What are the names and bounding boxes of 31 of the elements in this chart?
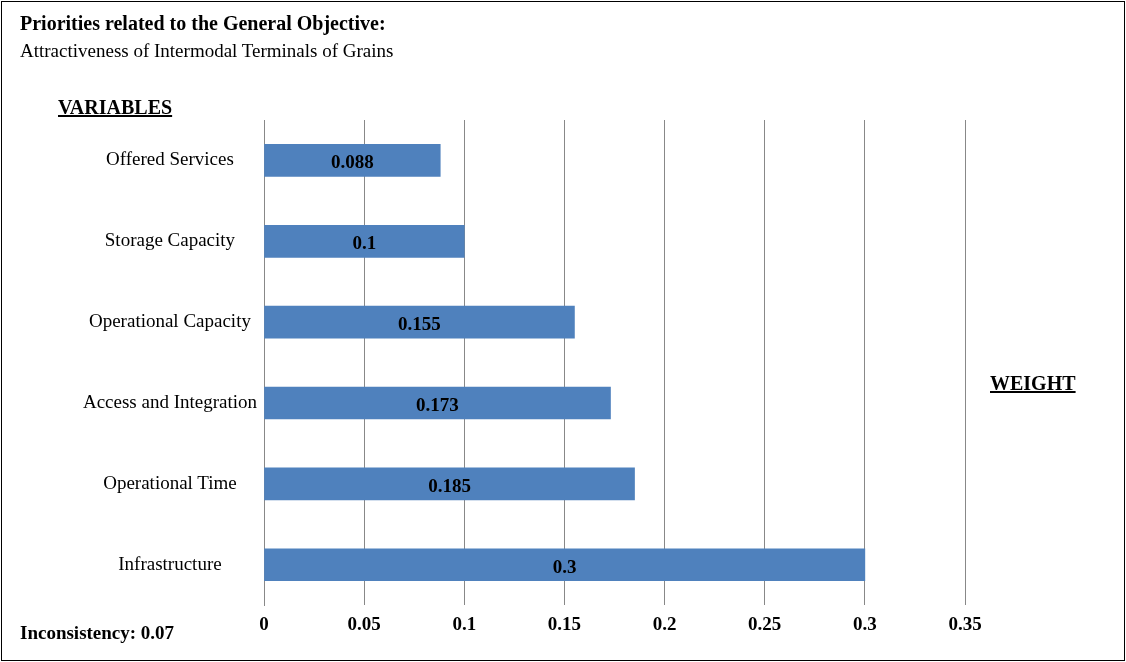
data-label: 0.3 — [552, 555, 577, 577]
data-label: 0.1 — [352, 232, 377, 254]
x-tick-label: 0.25 — [748, 612, 782, 634]
data-label: 0.155 — [398, 313, 441, 335]
y-tick-label: Operational Capacity — [88, 310, 252, 332]
bar — [264, 144, 441, 177]
data-label: 0.185 — [428, 474, 471, 496]
x-tick-label: 0.35 — [948, 612, 982, 634]
y-tick-label: Offered Services — [106, 148, 234, 170]
y-tick-label: Access and Integration — [82, 391, 258, 413]
bar — [264, 548, 866, 582]
bar — [264, 305, 575, 339]
text: Inconsistency: 0.07 — [20, 622, 175, 644]
data-label: 0.088 — [331, 151, 374, 173]
bar — [264, 467, 635, 501]
x-tick-label: 0.2 — [652, 612, 677, 634]
y-axis-title: VARIABLES — [58, 96, 173, 119]
y-tick-label: Operational Time — [103, 471, 237, 493]
chart-subtitle: Attractiveness of Intermodal Terminals of Grains — [20, 40, 394, 62]
x-tick-label: 0 — [259, 612, 269, 634]
x-tick-label: 0.3 — [852, 612, 877, 634]
data-label: 0.173 — [416, 393, 459, 415]
x-tick-label: 0.15 — [547, 612, 582, 634]
chart-title: Priorities related to the General Objective: — [20, 12, 386, 35]
bar — [264, 386, 611, 420]
y-tick-label: Storage Capacity — [104, 229, 236, 251]
y-tick-label: Infrastructure — [118, 552, 222, 574]
x-axis-title: WEIGHT — [990, 372, 1076, 395]
bar — [264, 224, 465, 258]
x-tick-label: 0.05 — [347, 612, 381, 634]
x-tick-label: 0.1 — [452, 612, 477, 634]
